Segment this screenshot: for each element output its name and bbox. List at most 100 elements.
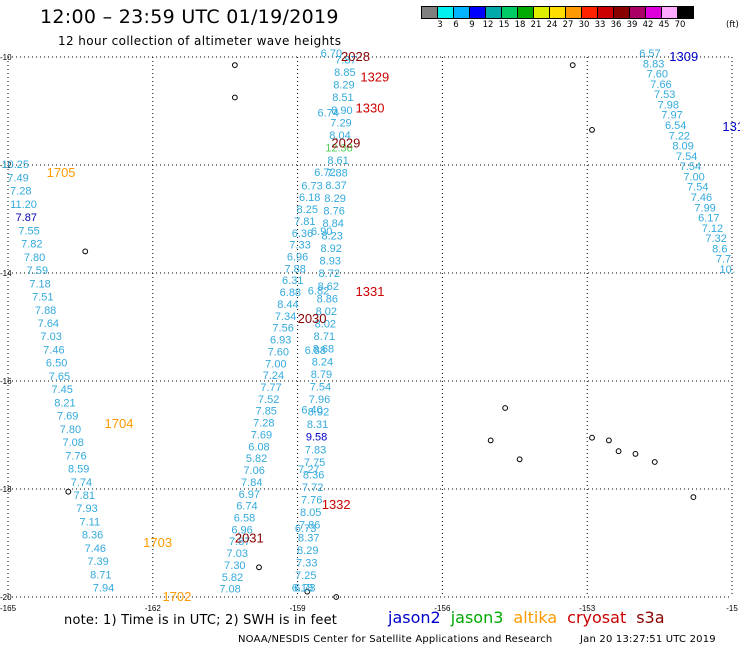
wave-height-value: 8.29 [333, 80, 354, 92]
wave-height-value: 7.18 [29, 278, 50, 290]
wave-height-value: 7.54 [687, 182, 708, 194]
wave-height-value: 7.64 [38, 318, 59, 330]
wave-height-value: 7.88 [326, 168, 347, 180]
wave-height-value: 7.30 [224, 560, 245, 572]
wave-height-value: 6.96 [231, 524, 252, 536]
wave-height-value: 6.50 [46, 358, 67, 370]
satellite-legend: jason2 jason3 altika cryosat s3a [388, 608, 665, 627]
wave-height-value: 8.76 [323, 205, 344, 217]
y-tick-label: -18 [0, 485, 12, 494]
wave-height-value: 10.25 [1, 159, 29, 171]
island-outline [231, 62, 238, 68]
wave-height-value: 8.51 [332, 92, 353, 104]
wave-height-value: 6.40 [301, 404, 322, 416]
wave-height-value: 8.36 [82, 530, 103, 542]
wave-height-value: 7.11 [79, 516, 100, 528]
pass-time-label: 2030 [298, 311, 327, 326]
colorbar-label: 6 [453, 20, 459, 30]
wave-height-value: 7.00 [683, 171, 704, 183]
wave-height-value: 5.82 [246, 453, 267, 465]
wave-height-value: 7.80 [60, 424, 81, 436]
wave-height-value: 7.87 [335, 54, 356, 66]
pass-time-label: 2031 [235, 531, 264, 546]
wave-height-value: 7.55 [18, 225, 39, 237]
colorbar-unit: (ft) [726, 20, 739, 30]
island-outline [615, 448, 622, 455]
wave-height-value: 7.66 [650, 79, 671, 91]
wave-height-value: 7.76 [65, 450, 86, 462]
wave-height-value: 7.80 [24, 252, 45, 264]
legend-cryosat: cryosat [567, 608, 627, 627]
colorbar-label: 70 [674, 20, 686, 30]
wave-height-value: 8.93 [320, 256, 341, 268]
wave-height-value: 8.37 [298, 532, 319, 544]
island-outline [304, 588, 311, 595]
colorbar-label: 27 [562, 20, 574, 30]
wave-height-value: 7.46 [691, 192, 712, 204]
chart-subtitle: 12 hour collection of altimeter wave hei… [58, 34, 342, 48]
colorbar-swatch-10 [581, 6, 598, 19]
wave-height-value: 7.46 [85, 543, 106, 555]
wave-height-value: 7.08 [219, 584, 240, 596]
colorbar-label: 9 [469, 20, 475, 30]
island-outline [632, 451, 639, 457]
wave-height-value: 8.37 [325, 180, 346, 192]
wave-height-value: 7.87 [229, 536, 250, 548]
wave-height-value: 6.96 [287, 251, 308, 263]
island-outline [589, 126, 595, 133]
colorbar-labels: 3 6 9 12 15 18 21 24 27 30 33 36 39 42 45 70 [422, 20, 740, 32]
wave-height-value: 8.44 [277, 299, 298, 311]
colorbar-label: 42 [642, 20, 654, 30]
wave-height-value: 8.21 [54, 397, 75, 409]
colorbar-swatch-11 [597, 6, 614, 19]
island-outline [606, 437, 612, 444]
pass-time-label: 1309 [669, 49, 698, 64]
wave-height-value: 7.24 [263, 370, 284, 382]
pass-time-label: 1331 [356, 284, 385, 299]
wave-height-value: 8.31 [307, 419, 328, 431]
y-tick-label: -14 [0, 269, 12, 278]
wave-height-value: 8.85 [334, 67, 355, 79]
wave-height-value: 8.83 [643, 58, 664, 70]
wave-height-value: 7.75 [304, 457, 325, 469]
island-outline [569, 62, 576, 68]
chart-title: 12:00 – 23:59 UTC 01/19/2019 [40, 6, 339, 28]
wave-height-value: 7.56 [272, 323, 293, 335]
wave-height-value: 7.32 [705, 233, 726, 245]
wave-height-value: 7.52 [258, 394, 279, 406]
wave-height-value: 6.88 [305, 345, 326, 357]
colorbar-swatch-12 [613, 6, 630, 19]
wave-height-value: 8.79 [311, 369, 332, 381]
wave-height-value: 7.86 [299, 520, 320, 532]
wave-height-value: 6.72 [314, 167, 335, 179]
wave-height-value: 6.88 [280, 287, 301, 299]
colorbar-swatch-15 [661, 6, 678, 19]
wave-height-value: 7.51 [32, 292, 53, 304]
y-tick-label: -12 [0, 161, 12, 170]
pass-time-label: 1330 [356, 100, 385, 115]
wave-height-value: 8.02 [316, 306, 337, 318]
wave-height-value: 7.54 [680, 161, 701, 173]
colorbar-swatch-9 [565, 6, 582, 19]
island-outline [487, 437, 494, 444]
island-outline [502, 405, 509, 411]
wave-height-value: 7.33 [296, 557, 317, 569]
wave-height-value: 7.06 [243, 465, 264, 477]
colorbar-swatch-2 [453, 6, 470, 19]
wave-height-value: 7.45 [51, 384, 72, 396]
wave-height-value: 7.81 [294, 216, 315, 228]
colorbar-label: 12 [482, 20, 494, 30]
wave-height-value: 7.65 [49, 371, 70, 383]
wave-height-value: 7.34 [275, 311, 296, 323]
island-outline [82, 248, 89, 255]
wave-height-value: 8.84 [322, 218, 343, 230]
wave-height-value: 7.53 [654, 89, 675, 101]
colorbar-swatch-14 [645, 6, 662, 19]
wave-height-value: 6.74 [317, 107, 338, 119]
wave-height-value: 9.58 [306, 432, 327, 444]
legend-jason3: jason3 [450, 608, 504, 627]
y-tick-label: -10 [0, 53, 12, 62]
colorbar-swatch-1 [437, 6, 454, 19]
wave-height-value: 6.08 [248, 441, 269, 453]
